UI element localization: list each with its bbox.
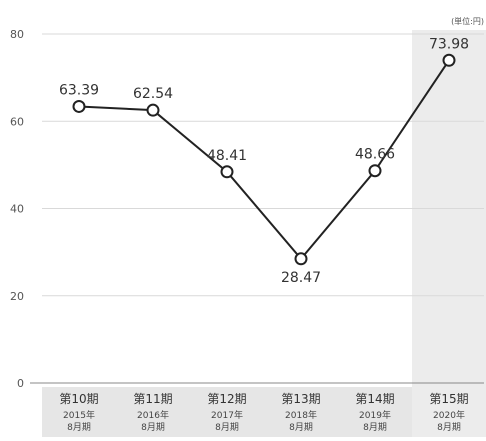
category-label-band	[42, 387, 412, 437]
x-tick-period: 第13期	[281, 392, 320, 406]
data-point	[220, 165, 234, 179]
x-tick-month: 8月期	[363, 422, 387, 433]
gridlines	[42, 33, 484, 297]
x-tick-year: 2015年	[63, 409, 95, 421]
data-point	[146, 103, 160, 117]
data-label: 63.39	[59, 82, 99, 98]
y-tick-label: 0	[17, 377, 24, 390]
x-tick-month: 8月期	[67, 422, 91, 433]
x-tick-year: 2016年	[137, 409, 169, 421]
x-tick-period: 第11期	[133, 392, 172, 406]
y-tick-label: 60	[10, 115, 24, 128]
data-point	[294, 252, 308, 266]
data-label: 28.47	[281, 270, 321, 286]
unit-note: (単位:円)	[451, 16, 484, 26]
y-tick-label: 80	[10, 28, 24, 41]
data-points	[72, 53, 456, 266]
y-tick-label: 40	[10, 203, 24, 216]
data-label: 48.66	[355, 147, 395, 163]
x-tick-month: 8月期	[289, 422, 313, 433]
y-axis-tick-labels: 0 20 40 60 80	[10, 28, 24, 390]
x-axis-tick-labels: 第10期2015年8月期第11期2016年8月期第12期2017年8月期第13期…	[59, 392, 468, 433]
series-line	[78, 59, 450, 261]
x-tick-period: 第14期	[355, 392, 394, 406]
highlight-band	[412, 30, 486, 437]
x-tick-year: 2018年	[285, 409, 317, 421]
x-tick-month: 8月期	[215, 422, 239, 433]
data-labels: 63.39 62.54 48.41 28.47 48.66 73.98	[59, 36, 469, 286]
data-label: 73.98	[429, 36, 469, 52]
x-tick-month: 8月期	[141, 422, 165, 433]
x-tick-period: 第15期	[429, 392, 468, 406]
data-label: 48.41	[207, 148, 247, 164]
x-tick-month: 8月期	[437, 422, 461, 433]
x-tick-year: 2019年	[359, 409, 391, 421]
y-tick-label: 20	[10, 290, 24, 303]
data-point	[72, 99, 86, 113]
data-point	[442, 53, 456, 67]
data-point	[368, 164, 382, 178]
x-tick-year: 2017年	[211, 409, 243, 421]
x-tick-year: 2020年	[433, 409, 465, 421]
data-label: 62.54	[133, 86, 173, 102]
x-tick-period: 第12期	[207, 392, 246, 406]
x-tick-period: 第10期	[59, 392, 98, 406]
